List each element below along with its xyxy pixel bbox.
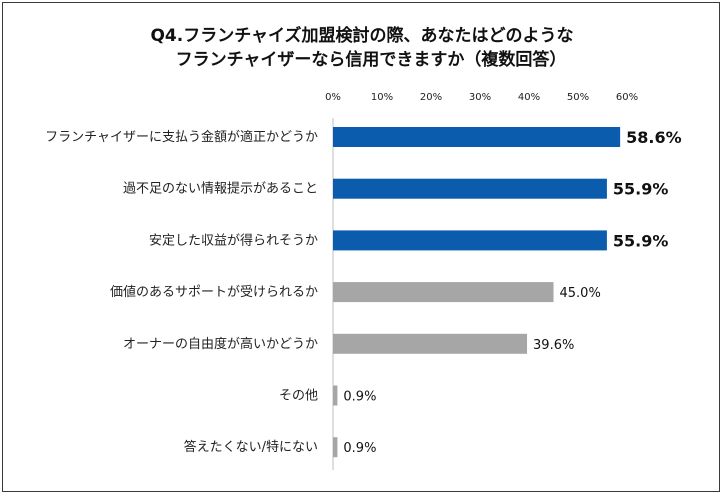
chart-title-line-2: フランチャイザーなら信用できますか（複数回答） xyxy=(175,50,567,70)
bar xyxy=(333,282,554,303)
value-label: 55.9% xyxy=(613,231,669,250)
value-label: 55.9% xyxy=(613,180,669,199)
x-tick-label: 20% xyxy=(420,92,442,103)
value-label: 0.9% xyxy=(343,390,376,405)
x-tick-label: 60% xyxy=(616,92,638,103)
category-label: 価値のあるサポートが受けられるか xyxy=(110,284,318,300)
category-label: フランチャイザーに支払う金額が適正かどうか xyxy=(45,129,318,145)
value-label: 0.9% xyxy=(343,441,376,456)
bar xyxy=(333,437,338,458)
x-tick-label: 40% xyxy=(518,92,540,103)
category-label: その他 xyxy=(279,389,318,404)
bar xyxy=(333,385,338,406)
bar xyxy=(333,230,607,251)
x-tick-label: 0% xyxy=(325,92,341,103)
x-tick-label: 50% xyxy=(567,92,589,103)
category-label: 安定した収益が得られそうか xyxy=(149,232,318,248)
bar xyxy=(333,333,528,354)
chart-title-line-1: Q4.フランチャイズ加盟検討の際、あなたはどのような xyxy=(150,26,574,46)
bar xyxy=(333,127,621,147)
value-label: 39.6% xyxy=(533,338,574,353)
x-tick-label: 10% xyxy=(371,92,393,103)
value-label: 58.6% xyxy=(626,128,682,147)
chart-title: Q4.フランチャイズ加盟検討の際、あなたはどのような フランチャイザーなら信用で… xyxy=(0,24,724,72)
x-tick-label: 30% xyxy=(469,92,491,103)
category-label: オーナーの自由度が高いかどうか xyxy=(123,336,318,352)
bar xyxy=(333,178,607,199)
value-label: 45.0% xyxy=(560,286,601,301)
category-label: 答えたくない/特にない xyxy=(184,439,318,455)
category-label: 過不足のない情報提示があること xyxy=(123,181,318,197)
